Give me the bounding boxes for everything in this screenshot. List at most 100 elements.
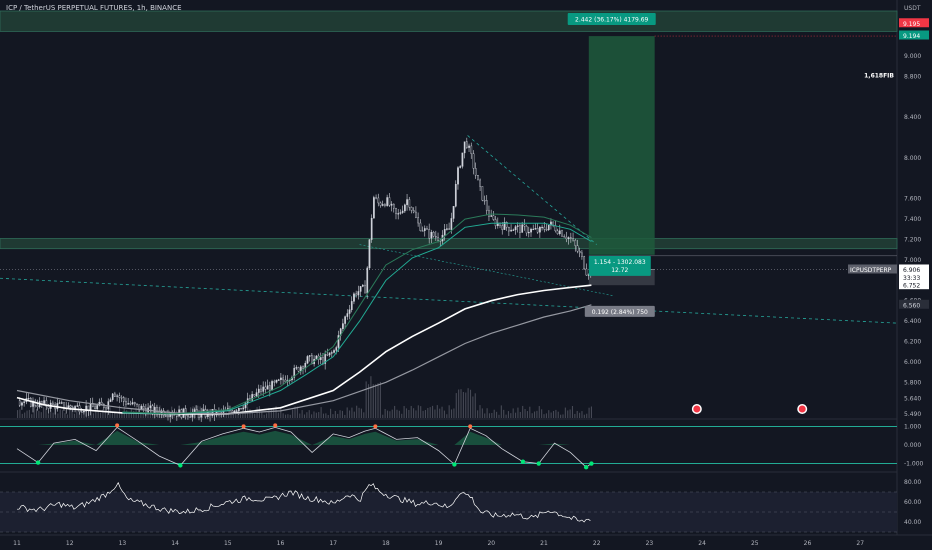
volume-bar bbox=[583, 414, 585, 418]
volume-bar bbox=[493, 409, 495, 418]
candle bbox=[366, 267, 369, 294]
candle bbox=[122, 397, 125, 402]
candle bbox=[415, 211, 417, 218]
volume-bar bbox=[529, 406, 531, 418]
volume-bar bbox=[318, 412, 320, 418]
candle bbox=[388, 197, 391, 206]
volume-bar bbox=[71, 405, 73, 418]
volume-bar bbox=[66, 414, 68, 418]
volume-bar bbox=[519, 411, 521, 418]
time-tick-label: 23 bbox=[646, 540, 654, 547]
volume-bar bbox=[564, 407, 566, 418]
resistance-zone-mid bbox=[0, 238, 898, 250]
candle bbox=[572, 238, 574, 241]
volume-bar bbox=[133, 410, 135, 418]
volume-bar bbox=[526, 411, 528, 418]
volume-bar bbox=[284, 414, 287, 418]
candle bbox=[483, 200, 486, 202]
candle bbox=[346, 313, 349, 317]
candle bbox=[311, 355, 313, 365]
volume-bar bbox=[579, 412, 581, 418]
candle bbox=[370, 217, 373, 240]
candle bbox=[547, 224, 550, 231]
candle bbox=[306, 356, 309, 364]
volume-bar bbox=[491, 412, 493, 418]
candle bbox=[521, 224, 524, 233]
candle bbox=[337, 335, 340, 348]
price-tick-label: 6.200 bbox=[904, 339, 921, 346]
candle bbox=[253, 394, 256, 397]
ma-green-line-2 bbox=[122, 213, 592, 415]
candle bbox=[47, 406, 50, 409]
candle bbox=[142, 406, 145, 409]
candle bbox=[131, 402, 134, 405]
volume-bar bbox=[386, 410, 389, 418]
volume-bar bbox=[410, 405, 412, 418]
candle bbox=[156, 406, 158, 413]
candle bbox=[74, 406, 76, 409]
candle bbox=[98, 401, 101, 406]
volume-bar bbox=[486, 408, 488, 418]
candle bbox=[505, 222, 508, 228]
rsi-band bbox=[0, 492, 897, 532]
volume-bar bbox=[40, 412, 42, 418]
volume-bar bbox=[358, 407, 360, 418]
volume-bar bbox=[394, 405, 396, 418]
volume-bar bbox=[97, 410, 99, 418]
candle bbox=[255, 392, 258, 397]
candle bbox=[359, 286, 362, 292]
candle bbox=[118, 395, 121, 398]
price-tick-label: 8.000 bbox=[904, 155, 921, 162]
volume-bar bbox=[398, 410, 400, 418]
candle bbox=[585, 268, 588, 276]
volume-bar bbox=[26, 410, 28, 418]
volume-bar bbox=[327, 414, 329, 418]
candle bbox=[23, 401, 26, 403]
candle bbox=[490, 215, 493, 217]
volume-bar bbox=[62, 410, 64, 418]
trendline-channel bbox=[359, 244, 613, 296]
volume-bar bbox=[64, 413, 66, 418]
volume-bar bbox=[552, 410, 555, 418]
candle bbox=[164, 415, 167, 417]
stop-box bbox=[584, 305, 655, 317]
volume-bar bbox=[282, 413, 284, 418]
candle bbox=[470, 145, 473, 154]
candle bbox=[488, 210, 490, 217]
volume-bar bbox=[339, 410, 341, 418]
candle bbox=[423, 228, 426, 231]
volume-bar bbox=[334, 410, 336, 418]
candle bbox=[127, 403, 130, 405]
volume-bar bbox=[24, 412, 26, 418]
osc-buy-dot bbox=[35, 460, 41, 465]
candle bbox=[60, 402, 63, 404]
candle bbox=[264, 386, 267, 390]
time-tick-label: 11 bbox=[13, 540, 21, 547]
volume-bar bbox=[351, 407, 353, 418]
volume-bar bbox=[453, 408, 455, 418]
volume-bar bbox=[405, 408, 408, 418]
candle bbox=[468, 145, 470, 148]
candle bbox=[408, 199, 411, 208]
volume-bar bbox=[469, 389, 472, 418]
candle bbox=[556, 230, 559, 235]
candle bbox=[120, 397, 123, 399]
volume-bar bbox=[220, 408, 223, 418]
volume-bar bbox=[303, 414, 306, 418]
volume-bar bbox=[484, 413, 486, 418]
volume-bar bbox=[379, 381, 381, 418]
entry-box bbox=[588, 255, 651, 276]
candle bbox=[134, 402, 136, 405]
volume-bar bbox=[481, 408, 483, 418]
candle bbox=[563, 235, 566, 238]
volume-bar bbox=[299, 413, 301, 418]
candle bbox=[390, 203, 393, 206]
time-tick-label: 13 bbox=[119, 540, 127, 547]
volume-bar bbox=[515, 412, 517, 418]
volume-bar bbox=[458, 389, 460, 418]
volume-bar bbox=[280, 406, 282, 418]
entry-box-label-1: 1.154 - 1302.083 bbox=[594, 259, 646, 266]
candle bbox=[525, 225, 528, 234]
candle bbox=[353, 293, 355, 302]
